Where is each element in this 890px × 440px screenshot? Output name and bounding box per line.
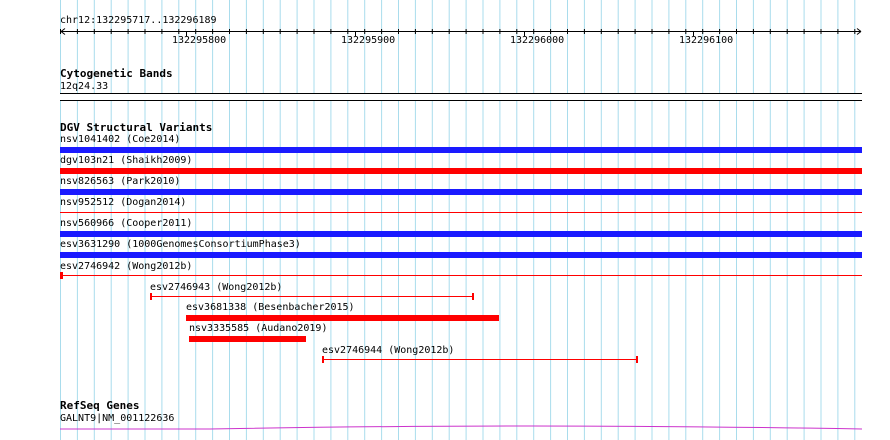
variant-label-nsv560966[interactable]: nsv560966 (Cooper2011): [60, 218, 193, 229]
variant-endcap-esv2746943: [472, 293, 474, 300]
variant-label-nsv1041402[interactable]: nsv1041402 (Coe2014): [60, 134, 181, 145]
variant-line-esv2746944[interactable]: [322, 359, 638, 360]
variant-label-esv2746944[interactable]: esv2746944 (Wong2012b): [322, 345, 455, 356]
variant-bar-nsv3335585[interactable]: [189, 336, 306, 342]
variant-label-esv2746942[interactable]: esv2746942 (Wong2012b): [60, 261, 193, 272]
variant-endcap-esv2746943: [150, 293, 152, 300]
variant-bar-nsv1041402[interactable]: [60, 147, 862, 153]
ruler-left-arrow-icon: [60, 28, 66, 35]
variant-line-esv2746943[interactable]: [150, 296, 474, 297]
variant-label-esv3681338[interactable]: esv3681338 (Besenbacher2015): [186, 302, 355, 313]
variant-line-esv2746942[interactable]: [60, 275, 862, 276]
variant-endcap-esv2746942: [60, 272, 63, 279]
ruler-right-arrow-icon: [856, 28, 862, 35]
variant-label-nsv3335585[interactable]: nsv3335585 (Audano2019): [189, 323, 328, 334]
refseq-gene-intron-line[interactable]: [60, 422, 862, 432]
variant-bar-dgv103n21[interactable]: [60, 168, 862, 174]
variant-bar-esv3681338[interactable]: [186, 315, 499, 321]
ruler-location: chr12:132295717..132296189: [60, 15, 217, 26]
refseq-track-title: RefSeq Genes: [60, 399, 140, 412]
ruler-tick-label: 132295800: [172, 35, 227, 46]
variant-label-dgv103n21[interactable]: dgv103n21 (Shaikh2009): [60, 155, 193, 166]
variant-label-esv2746943[interactable]: esv2746943 (Wong2012b): [150, 282, 283, 293]
ruler-tick-label: 132296100: [679, 35, 734, 46]
variant-bar-esv3631290[interactable]: [60, 252, 862, 258]
cytoband-bar[interactable]: [60, 93, 862, 101]
variant-bar-nsv560966[interactable]: [60, 231, 862, 237]
refseq-gene-label[interactable]: GALNT9|NM_001122636: [60, 413, 175, 424]
dgv-track-title: DGV Structural Variants: [60, 121, 213, 134]
variant-label-nsv952512[interactable]: nsv952512 (Dogan2014): [60, 197, 187, 208]
ruler-tick-label: 132296000: [510, 35, 565, 46]
variant-endcap-esv2746944: [636, 356, 638, 363]
ruler-tick-label: 132295900: [341, 35, 396, 46]
variant-label-esv3631290[interactable]: esv3631290 (1000GenomesConsortiumPhase3): [60, 239, 301, 250]
cytoband-track-title: Cytogenetic Bands: [60, 67, 173, 80]
cytoband-label[interactable]: 12q24.33: [60, 81, 109, 92]
variant-endcap-esv2746944: [322, 356, 324, 363]
variant-line-nsv952512[interactable]: [60, 212, 862, 213]
variant-label-nsv826563[interactable]: nsv826563 (Park2010): [60, 176, 181, 187]
variant-bar-nsv826563[interactable]: [60, 189, 862, 195]
